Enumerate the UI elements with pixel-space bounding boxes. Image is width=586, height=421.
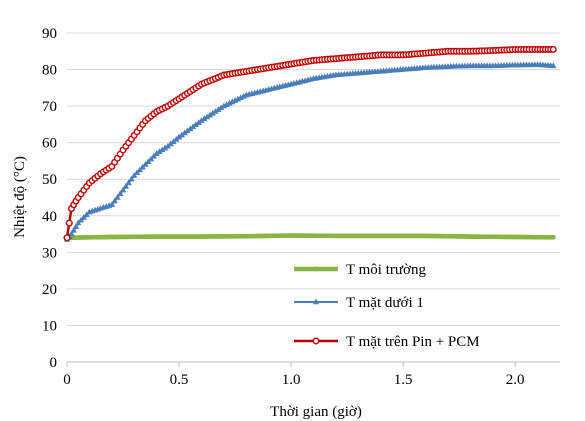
data-point — [212, 108, 219, 114]
y-tick-label: 0 — [50, 355, 58, 371]
data-point — [178, 131, 186, 138]
data-point — [128, 175, 135, 182]
legend-entry: T mặt trên Pin + PCM — [294, 334, 480, 350]
y-tick-label: 90 — [42, 26, 57, 42]
data-point — [215, 106, 222, 112]
x-tick-label: 2.0 — [506, 372, 525, 388]
y-tick-label: 40 — [42, 209, 57, 225]
y-tick-label: 60 — [42, 136, 57, 152]
data-point — [189, 123, 197, 130]
series-1 — [64, 233, 556, 241]
data-point — [122, 183, 130, 189]
data-point — [63, 234, 71, 242]
data-point — [125, 179, 132, 186]
data-point — [198, 117, 205, 123]
legend-marker — [312, 298, 320, 305]
data-point — [114, 194, 121, 200]
data-point — [119, 186, 127, 193]
axes: 0 10 20 30 40 50 60 70 80 90 0 0.5 1.0 1.5 2.0 — [42, 26, 560, 388]
legend-label: T mặt dưới 1 — [346, 295, 424, 311]
x-tick-label: 1.5 — [394, 372, 413, 388]
data-point — [111, 197, 118, 204]
data-point — [195, 119, 202, 125]
y-tick-label: 70 — [42, 99, 57, 115]
data-point — [550, 62, 557, 69]
legend-entry: T mặt dưới 1 — [294, 295, 424, 311]
y-tick-label: 80 — [42, 63, 57, 79]
y-tick-label: 10 — [42, 318, 57, 334]
x-axis-title: Thời gian (giờ) — [270, 404, 362, 420]
data-point — [203, 113, 211, 120]
data-point — [72, 223, 80, 229]
data-point — [153, 150, 160, 156]
data-point — [175, 133, 183, 140]
grid-lines — [67, 32, 560, 326]
legend-marker — [312, 337, 320, 345]
data-point — [181, 129, 188, 136]
x-tick-label: 0 — [63, 372, 71, 388]
data-point — [117, 190, 124, 197]
data-point — [550, 234, 556, 240]
data-point — [549, 45, 557, 53]
series-3 — [63, 45, 557, 242]
data-point — [65, 219, 73, 227]
y-tick-label: 20 — [42, 282, 57, 298]
data-point — [192, 121, 200, 128]
y-axis-title: Nhiệt độ (°C) — [12, 156, 28, 238]
x-tick-label: 1.0 — [282, 372, 301, 388]
data-point — [209, 109, 216, 116]
y-tick-label: 30 — [42, 245, 57, 261]
legend-marker — [313, 266, 319, 272]
data-point — [184, 127, 191, 134]
data-point — [161, 144, 169, 151]
data-point — [217, 104, 225, 111]
series-group — [63, 45, 557, 242]
data-point — [159, 146, 166, 153]
legend-entry: T môi trường — [294, 262, 426, 278]
data-point — [68, 230, 75, 237]
data-point — [70, 226, 77, 233]
legend: T môi trường T mặt dưới 1 T mặt trên Pin +… — [294, 262, 480, 350]
data-point — [108, 201, 116, 208]
data-point — [206, 111, 214, 118]
series-2 — [63, 61, 557, 242]
y-tick-label: 50 — [42, 172, 57, 188]
data-point — [187, 125, 194, 132]
x-tick-label: 0.5 — [170, 372, 189, 388]
data-point — [156, 148, 163, 155]
legend-label: T mặt trên Pin + PCM — [346, 334, 480, 350]
series-line — [66, 63, 554, 241]
data-point — [201, 115, 208, 122]
legend-label: T môi trường — [346, 262, 426, 278]
